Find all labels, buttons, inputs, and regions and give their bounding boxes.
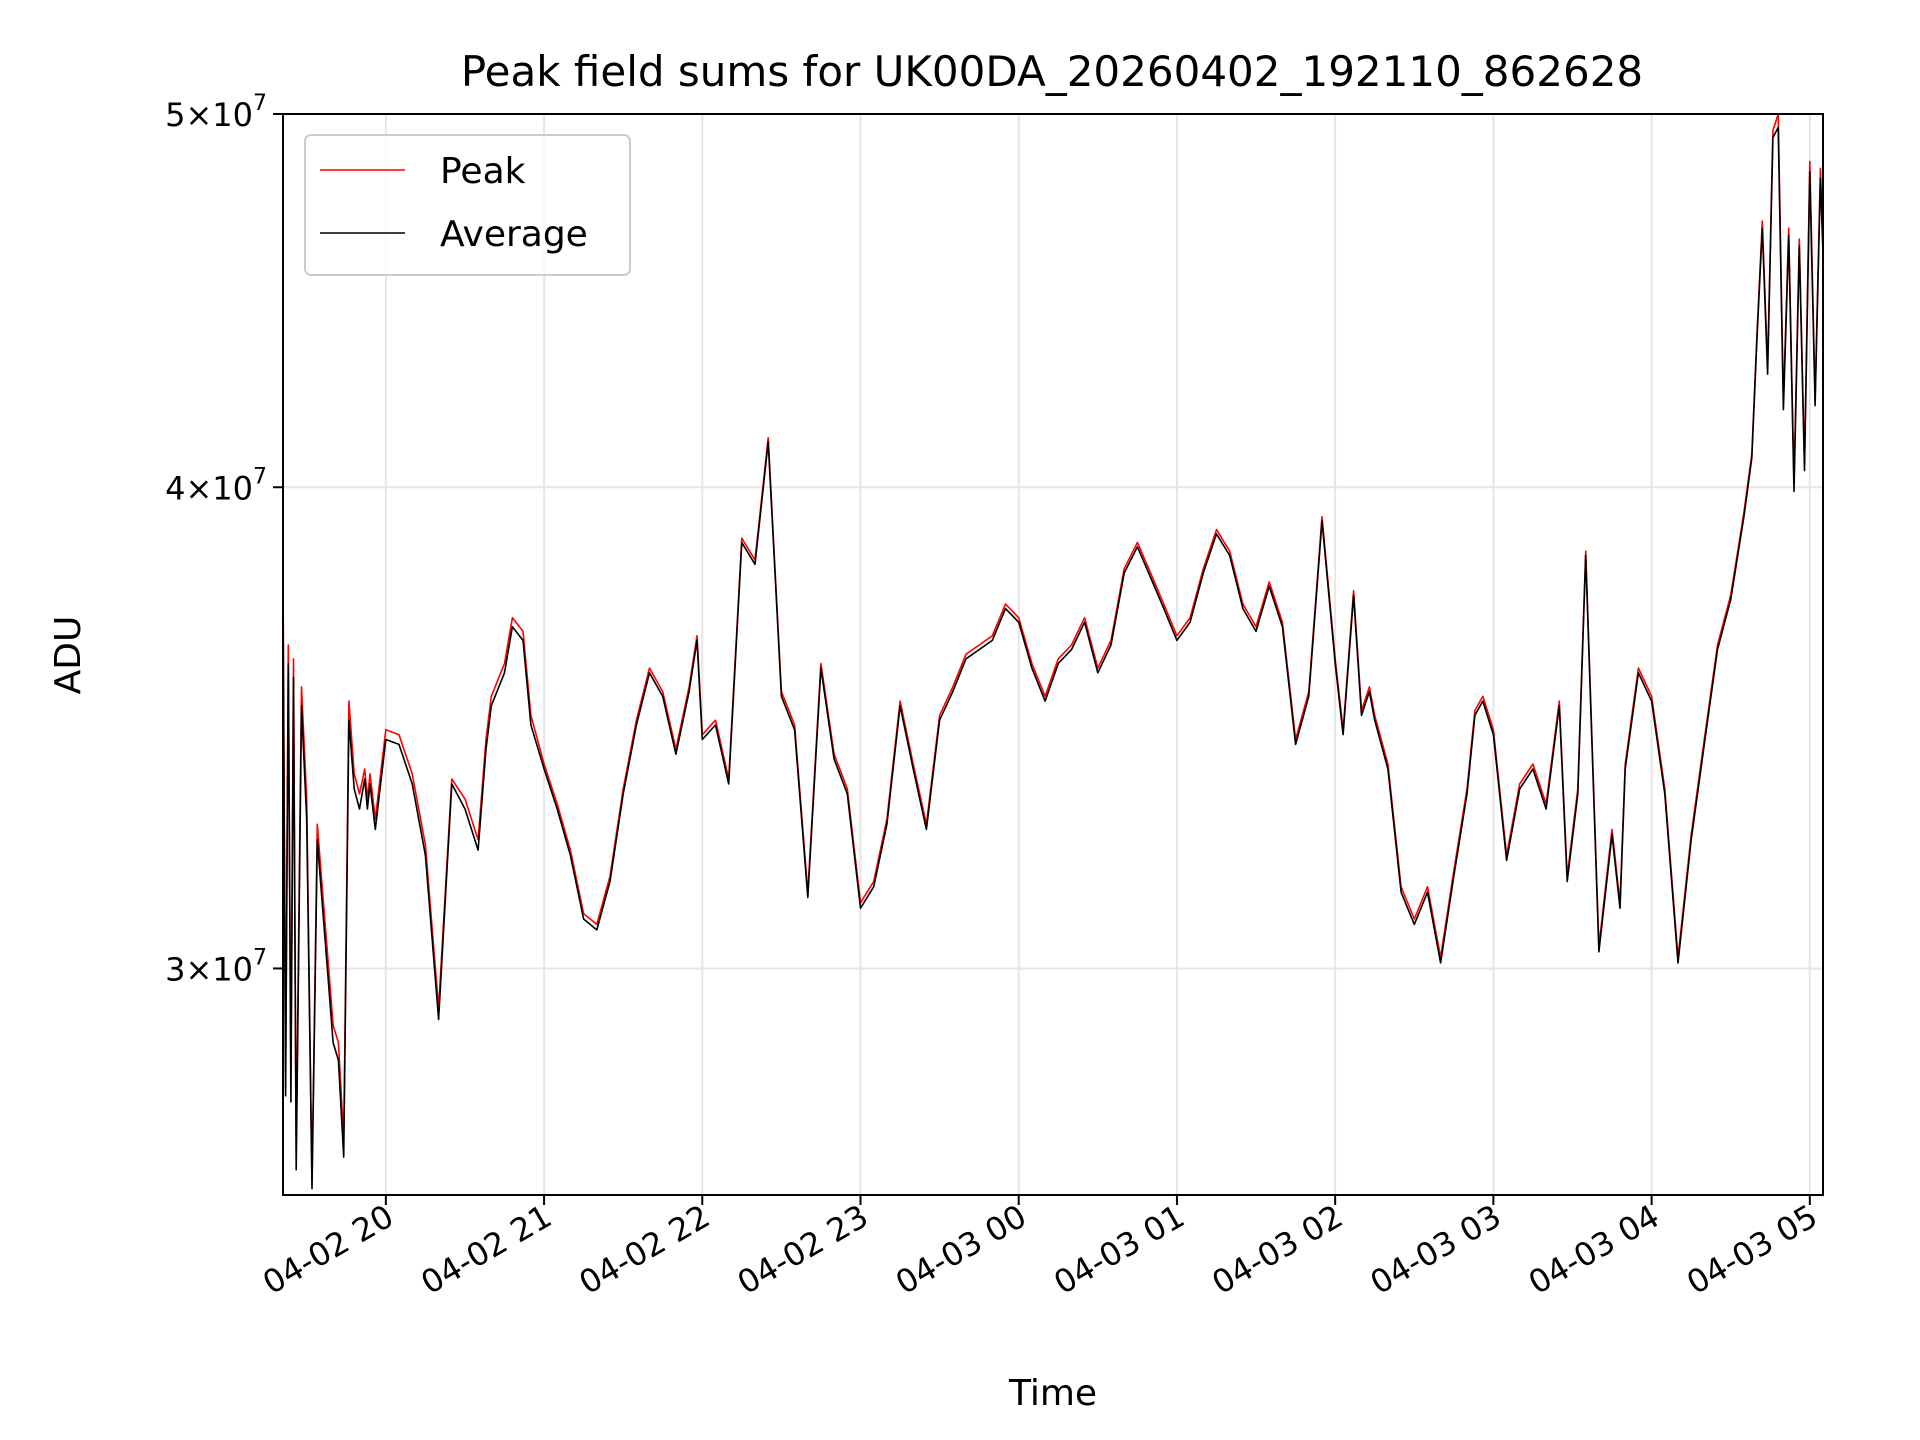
plot-frame xyxy=(282,113,1824,1196)
y-tick-label: 4×107 xyxy=(165,464,267,507)
y-tick-label: 5×107 xyxy=(165,91,267,134)
grid xyxy=(283,113,1823,1195)
y-ticks: 3×107 4×107 5×107 xyxy=(165,91,283,988)
legend-label-peak: Peak xyxy=(440,151,526,192)
series-line-average xyxy=(283,126,1823,1190)
x-axis-label: Time xyxy=(1008,1373,1097,1414)
legend: Peak Average xyxy=(304,134,631,276)
chart-title: Peak field sums for UK00DA_20260402_1921… xyxy=(461,47,1643,96)
y-axis-label: ADU xyxy=(48,616,89,695)
legend-label-average: Average xyxy=(440,214,588,255)
series-group xyxy=(283,114,1823,1190)
y-tick-label: 3×107 xyxy=(165,945,267,988)
